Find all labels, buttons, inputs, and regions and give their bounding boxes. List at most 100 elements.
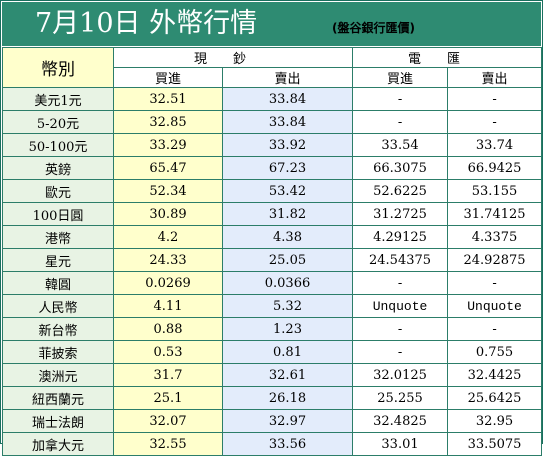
cash-buy-cell: 0.88 — [113, 317, 223, 341]
cash-sell-cell: 33.92 — [221, 133, 354, 157]
cash-sell-cell: 0.0366 — [221, 271, 354, 295]
title-bar: 7月10日 外幣行情 (盤谷銀行匯價) — [2, 2, 541, 46]
cash-sell-cell: 33.84 — [221, 110, 354, 134]
transfer-sell-cell: 33.5075 — [447, 432, 543, 456]
currency-name-cell: 紐西蘭元 — [2, 386, 114, 410]
transfer-sell-header: 賣出 — [447, 67, 543, 88]
transfer-buy-cell: 52.6225 — [352, 179, 449, 203]
table-row: 100日圓 30.89 31.82 31.2725 31.74125 — [2, 202, 543, 226]
table-row: 美元1元 32.51 33.84- - — [2, 87, 543, 111]
table-row: 英鎊 65.47 67.23 66.3075 66.9425 — [2, 156, 543, 180]
exchange-rate-table: 幣別 現鈔 電匯 買進 賣出 買進 賣出 美元1元 32.51 33.84- -5-2… — [2, 47, 543, 456]
cash-buy-cell: 33.29 — [113, 133, 223, 157]
transfer-buy-cell: 4.29125 — [352, 225, 449, 249]
cash-sell-cell: 53.42 — [221, 179, 354, 203]
cash-buy-cell: 32.07 — [113, 409, 223, 433]
currency-name-cell: 50-100元 — [2, 133, 114, 157]
transfer-buy-cell: - — [352, 340, 449, 364]
table-row: 50-100元 33.29 33.92 33.54 33.74 — [2, 133, 543, 157]
transfer-buy-cell: 66.3075 — [352, 156, 449, 180]
currency-name-cell: 新台幣 — [2, 317, 114, 341]
cash-buy-cell: 31.7 — [113, 363, 223, 387]
cash-sell-cell: 4.38 — [221, 225, 354, 249]
currency-name-cell: 英鎊 — [2, 156, 114, 180]
transfer-sell-cell: - — [447, 271, 543, 295]
table-row: 澳洲元 31.7 32.61 32.0125 32.4425 — [2, 363, 543, 387]
cash-sell-cell: 5.32 — [221, 294, 354, 318]
transfer-sell-cell: 33.74 — [447, 133, 543, 157]
cash-sell-cell: 32.97 — [221, 409, 354, 433]
table-row: 加拿大元 32.55 33.56 33.01 33.5075 — [2, 432, 543, 456]
currency-name-cell: 100日圓 — [2, 202, 114, 226]
transfer-buy-cell: Unquote — [352, 294, 449, 318]
cash-sell-cell: 32.61 — [221, 363, 354, 387]
transfer-sell-cell: 24.92875 — [447, 248, 543, 272]
cash-buy-cell: 65.47 — [113, 156, 223, 180]
transfer-sell-cell: 0.755 — [447, 340, 543, 364]
transfer-buy-cell: - — [352, 87, 449, 111]
table-row: 紐西蘭元 25.1 26.18 25.255 25.6425 — [2, 386, 543, 410]
transfer-buy-cell: 25.255 — [352, 386, 449, 410]
cash-buy-cell: 32.51 — [113, 87, 223, 111]
cash-buy-cell: 32.85 — [113, 110, 223, 134]
currency-name-cell: 美元1元 — [2, 87, 114, 111]
transfer-buy-cell: 32.0125 — [352, 363, 449, 387]
currency-name-cell: 星元 — [2, 248, 114, 272]
cash-buy-cell: 32.55 — [113, 432, 223, 456]
cash-sell-cell: 1.23 — [221, 317, 354, 341]
currency-name-cell: 5-20元 — [2, 110, 114, 134]
transfer-sell-cell: 32.95 — [447, 409, 543, 433]
cash-buy-cell: 4.2 — [113, 225, 223, 249]
source-note: (盤谷銀行匯價) — [332, 21, 415, 35]
transfer-sell-cell: - — [447, 87, 543, 111]
currency-name-cell: 韓圓 — [2, 271, 114, 295]
transfer-sell-cell: - — [447, 317, 543, 341]
currency-name-cell: 人民幣 — [2, 294, 114, 318]
currency-name-cell: 加拿大元 — [2, 432, 114, 456]
currency-name-cell: 菲披索 — [2, 340, 114, 364]
table-row: 瑞士法朗 32.07 32.97 32.4825 32.95 — [2, 409, 543, 433]
table-row: 星元 24.33 25.05 24.54375 24.92875 — [2, 248, 543, 272]
cash-buy-cell: 24.33 — [113, 248, 223, 272]
cash-buy-cell: 30.89 — [113, 202, 223, 226]
transfer-sell-cell: 53.155 — [447, 179, 543, 203]
cash-sell-cell: 25.05 — [221, 248, 354, 272]
transfer-buy-cell: - — [352, 317, 449, 341]
cash-sell-cell: 31.82 — [221, 202, 354, 226]
cash-header: 現鈔 — [112, 47, 354, 68]
transfer-sell-cell: 66.9425 — [447, 156, 543, 180]
transfer-buy-cell: 24.54375 — [352, 248, 449, 272]
currency-name-cell: 歐元 — [2, 179, 114, 203]
transfer-buy-cell: 32.4825 — [352, 409, 449, 433]
transfer-header: 電匯 — [352, 47, 543, 68]
transfer-sell-cell: Unquote — [447, 294, 543, 318]
transfer-buy-cell: 33.54 — [352, 133, 449, 157]
cash-buy-cell: 0.0269 — [113, 271, 223, 295]
currency-name-cell: 澳洲元 — [2, 363, 114, 387]
cash-buy-cell: 25.1 — [113, 386, 223, 410]
currency-name-cell: 瑞士法朗 — [2, 409, 114, 433]
table-row: 人民幣 4.11 5.32 Unquote Unquote — [2, 294, 543, 318]
table-row: 5-20元 32.85 33.84- - — [2, 110, 543, 134]
transfer-buy-cell: 31.2725 — [352, 202, 449, 226]
cash-buy-header: 買進 — [113, 67, 223, 88]
cash-sell-cell: 26.18 — [221, 386, 354, 410]
cash-sell-cell: 33.84 — [221, 87, 354, 111]
transfer-buy-cell: - — [352, 271, 449, 295]
transfer-buy-cell: - — [352, 110, 449, 134]
table-row: 新台幣 0.88 1.23- - — [2, 317, 543, 341]
cash-sell-cell: 67.23 — [221, 156, 354, 180]
transfer-sell-cell: 32.4425 — [447, 363, 543, 387]
cash-buy-cell: 4.11 — [113, 294, 223, 318]
table-row: 韓圓 0.0269 0.0366- - — [2, 271, 543, 295]
transfer-sell-cell: 25.6425 — [447, 386, 543, 410]
transfer-sell-cell: - — [447, 110, 543, 134]
page-title: 7月10日 外幣行情 — [35, 8, 258, 39]
currency-name-cell: 港幣 — [2, 225, 114, 249]
cash-buy-cell: 0.53 — [113, 340, 223, 364]
cash-sell-header: 賣出 — [221, 67, 354, 88]
cash-buy-cell: 52.34 — [113, 179, 223, 203]
table-row: 歐元 52.34 53.42 52.6225 53.155 — [2, 179, 543, 203]
transfer-buy-cell: 33.01 — [352, 432, 449, 456]
